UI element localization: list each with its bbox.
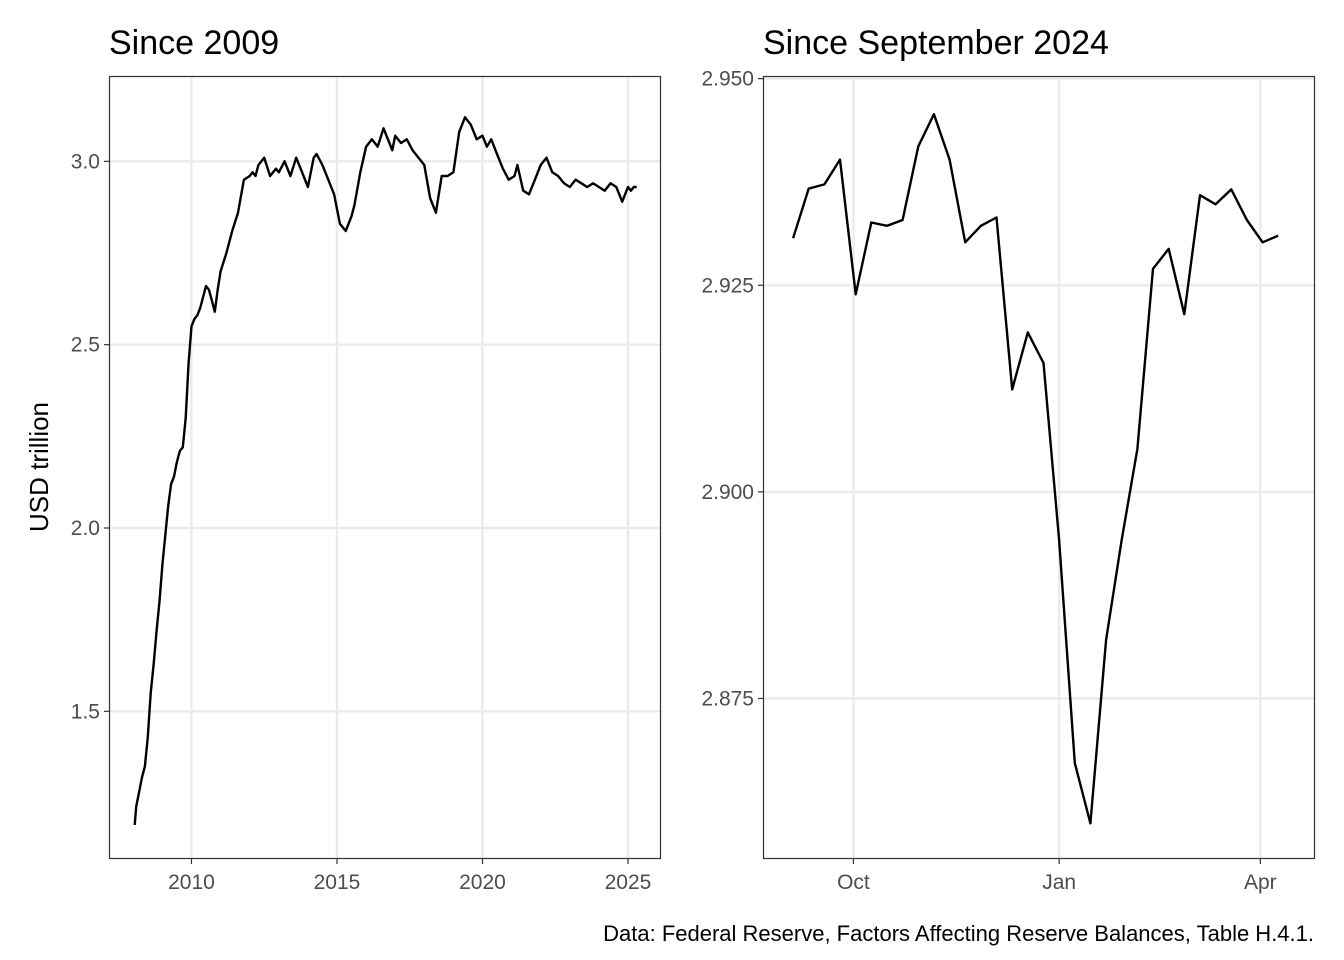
left-gridlines — [110, 77, 660, 858]
y-tick-label: 2.5 — [71, 334, 100, 357]
panel-since-2009: Since 2009 2010 2015 2020 2025 1.5 2.0 2.5 3.0… — [24, 24, 662, 894]
y-tick-label: 2.950 — [701, 68, 754, 91]
left-panel-border — [108, 75, 662, 860]
y-tick-label: 2.875 — [701, 687, 754, 710]
right-x-axis: Oct Jan Apr — [837, 858, 1277, 894]
y-tick-label: 2.900 — [701, 481, 754, 504]
left-x-axis: 2010 2015 2020 2025 — [168, 858, 651, 894]
x-tick-label: Jan — [1042, 871, 1076, 894]
right-y-axis: 2.875 2.900 2.925 2.950 — [701, 68, 764, 710]
series-line — [791, 112, 1279, 825]
panel-title-left: Since 2009 — [109, 24, 279, 62]
x-tick-label: 2025 — [605, 871, 652, 894]
right-gridlines — [764, 77, 1314, 858]
x-tick-label: 2015 — [314, 871, 361, 894]
y-tick-label: 2.925 — [701, 274, 754, 297]
y-tick-label: 2.0 — [71, 517, 100, 540]
series-line — [133, 116, 637, 826]
x-tick-label: 2010 — [168, 871, 215, 894]
y-tick-label: 3.0 — [71, 150, 100, 173]
left-y-axis: 1.5 2.0 2.5 3.0 — [71, 150, 110, 723]
right-series-group — [791, 112, 1279, 825]
left-series-group — [133, 116, 637, 826]
right-panel-border — [762, 75, 1316, 860]
x-tick-label: 2020 — [459, 871, 506, 894]
x-tick-label: Apr — [1244, 871, 1277, 894]
panel-since-september-2024: Since September 2024 Oct Jan Apr 2.875 2.90… — [701, 24, 1316, 894]
panel-title-right: Since September 2024 — [763, 24, 1109, 62]
y-axis-title: USD trillion — [24, 402, 54, 532]
x-tick-label: Oct — [837, 871, 870, 894]
y-tick-label: 1.5 — [71, 700, 100, 723]
source-caption: Data: Federal Reserve, Factors Affecting… — [603, 921, 1314, 946]
